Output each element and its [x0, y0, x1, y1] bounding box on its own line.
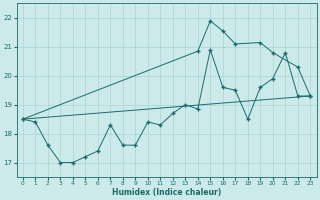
X-axis label: Humidex (Indice chaleur): Humidex (Indice chaleur) — [112, 188, 221, 197]
